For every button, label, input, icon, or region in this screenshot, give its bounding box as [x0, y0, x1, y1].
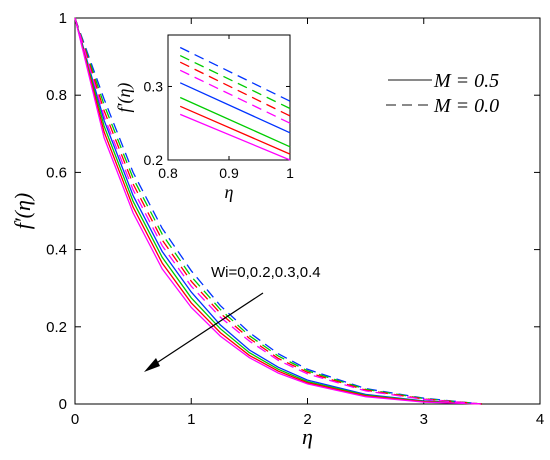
- inset-series-solid-7: [179, 105, 291, 155]
- inset-plot: 0.8 0.9 1 0.2 0.3 η f′(η): [114, 34, 294, 202]
- inset-series-dashed-1: [179, 46, 291, 102]
- inset-y-tick-label-0-3: 0.3: [144, 78, 164, 94]
- main-series-group: [74, 17, 482, 405]
- inset-series-dashed-3: [179, 61, 291, 117]
- main-y-axis-label: f′(η): [10, 193, 35, 230]
- main-y-tick-label-0: 0: [59, 396, 67, 413]
- main-y-tick-label-0-2: 0.2: [46, 319, 67, 336]
- legend: M = 0.5 M = 0.0: [386, 70, 499, 117]
- main-y-tick-label-0-4: 0.4: [46, 242, 67, 259]
- wi-annotation: Wi=0,0.2,0.3,0.4: [211, 264, 321, 281]
- inset-x-tick-label-0-9: 0.9: [219, 165, 239, 181]
- annotation-arrowhead: [144, 358, 160, 372]
- main-x-tick-label-0: 0: [71, 411, 79, 428]
- inset-y-tick-label-0-2: 0.2: [144, 152, 164, 168]
- main-series-dashed-5: [74, 17, 482, 405]
- main-y-tick-label-1: 1: [59, 10, 67, 27]
- main-series-dashed-7: [74, 17, 482, 405]
- main-series-solid-4: [74, 17, 482, 405]
- main-x-tick-label-1: 1: [187, 411, 195, 428]
- inset-y-axis-label: f′(η): [114, 83, 135, 113]
- main-y-tick-label-0-6: 0.6: [46, 164, 67, 181]
- legend-entry-m-05: M = 0.5: [433, 70, 499, 92]
- main-x-tick-label-2: 2: [303, 411, 311, 428]
- main-y-tick-label-0-8: 0.8: [46, 87, 67, 104]
- inset-x-tick-label-0-8: 0.8: [158, 165, 178, 181]
- inset-series-group: [179, 46, 291, 161]
- inset-x-axis-label: η: [225, 182, 234, 202]
- legend-entry-m-00: M = 0.0: [433, 95, 499, 117]
- inset-series-solid-5: [179, 82, 291, 134]
- main-plot: 0 1 2 3 4 0 0.2 0.4 0.6 0.8 1 η f′(η): [10, 10, 544, 449]
- inset-series-dashed-2: [179, 55, 291, 110]
- inset-x-tick-label-1: 1: [286, 165, 294, 181]
- inset-background: [168, 35, 290, 160]
- main-series-solid-2: [74, 17, 482, 405]
- inset-series-dashed-4: [179, 69, 291, 124]
- main-x-tick-label-4: 4: [536, 411, 544, 428]
- main-series-solid-3: [74, 17, 482, 405]
- main-series-dashed-8: [74, 17, 482, 405]
- annotation: Wi=0,0.2,0.3,0.4: [144, 264, 321, 372]
- main-x-tick-label-3: 3: [420, 411, 428, 428]
- annotation-arrow-line: [151, 292, 264, 367]
- inset-series-solid-6: [179, 96, 291, 148]
- main-x-axis-label: η: [302, 424, 313, 449]
- inset-series-solid-8: [179, 113, 291, 161]
